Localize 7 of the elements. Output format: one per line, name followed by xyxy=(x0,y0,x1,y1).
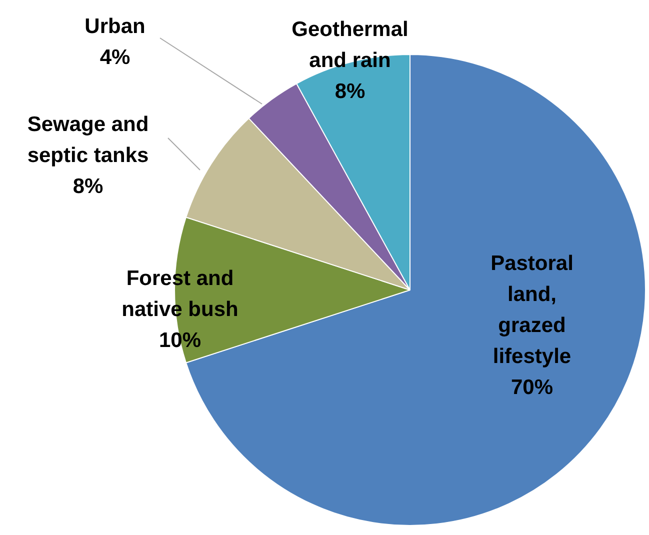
data-label: 70% xyxy=(510,376,554,399)
data-label: 8% xyxy=(334,80,366,103)
slice-label: Urban xyxy=(84,15,146,38)
slice-label: Sewage and septic tanks xyxy=(27,113,149,167)
data-label: 8% xyxy=(72,175,104,198)
slice-label: Pastoral land, grazed lifestyle xyxy=(490,252,574,368)
data-label: 4% xyxy=(100,46,130,69)
